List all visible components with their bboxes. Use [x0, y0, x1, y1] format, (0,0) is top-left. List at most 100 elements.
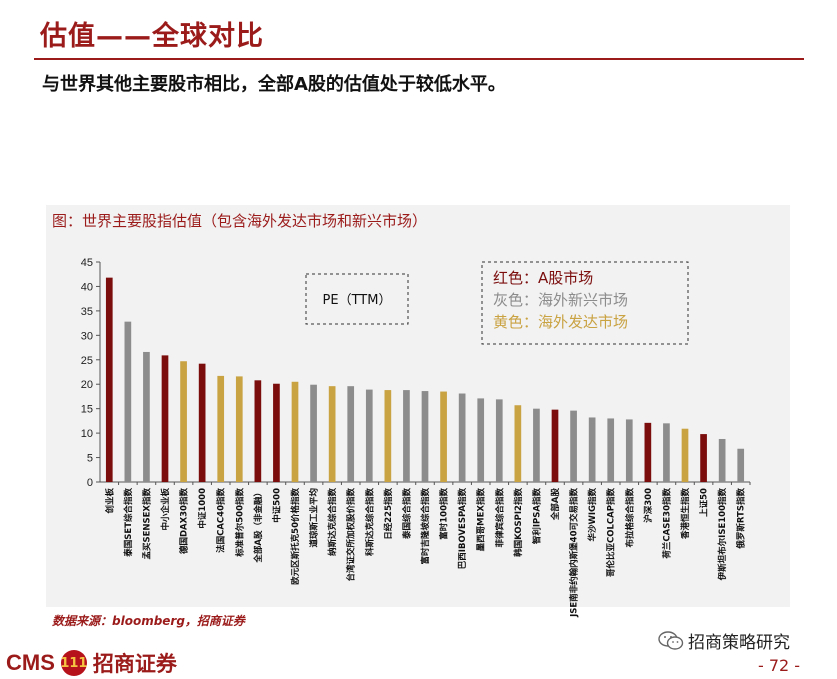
bar	[551, 409, 559, 482]
y-tick-label: 40	[81, 281, 93, 293]
x-tick-label: 法国CAC40指数	[216, 488, 227, 553]
wechat-name: 招商策略研究	[688, 633, 790, 653]
x-tick-label: 华沙WIG指数	[587, 488, 598, 542]
y-tick-label: 15	[81, 404, 93, 416]
y-tick-label: 5	[87, 453, 93, 465]
logo-mark-icon: 111	[60, 650, 87, 676]
metric-label: PE（TTM）	[323, 293, 392, 308]
bar	[347, 386, 355, 482]
x-tick-label: 日经225指数	[383, 488, 394, 540]
x-tick-label: JSE南非约翰内斯堡40可交易指数	[569, 488, 580, 618]
x-tick-label: 泰国SET综合指数	[123, 488, 134, 558]
page-title: 估值——全球对比	[40, 21, 264, 52]
bar	[124, 321, 132, 482]
x-tick-label: 荷兰CASE30指数	[661, 488, 672, 560]
bar	[217, 375, 225, 482]
bar	[161, 355, 169, 482]
bar	[328, 386, 336, 482]
bar	[477, 398, 485, 482]
bar	[254, 380, 262, 482]
bar	[737, 448, 745, 482]
x-tick-label: 沪深300	[643, 488, 654, 523]
x-tick-label: 巴西IBOVESPA指数	[457, 488, 468, 570]
logo-cms-text: CMS	[6, 650, 55, 675]
x-tick-label: 墨西哥MEX指数	[476, 488, 487, 552]
bar	[198, 363, 206, 482]
x-tick-label: 德国DAX30指数	[179, 488, 190, 555]
metric-label-box	[305, 273, 409, 325]
legend-entry: 红色：A股市场	[493, 269, 593, 287]
x-tick-label: 哥伦比亚COLCAP指数	[606, 488, 617, 577]
bar	[458, 393, 466, 482]
bar	[403, 390, 410, 482]
bar	[570, 410, 577, 482]
y-tick-label: 25	[81, 355, 93, 367]
x-tick-label: 纳斯达克综合指数	[327, 488, 338, 557]
x-tick-label: 中小企业板	[160, 488, 171, 531]
bar	[625, 419, 633, 482]
x-tick-label: 全部A股	[550, 488, 561, 522]
bar	[365, 389, 373, 482]
chart-title: 图：世界主要股指估值（包含海外发达市场和新兴市场）	[52, 212, 428, 230]
x-tick-label: 俄罗斯RTS指数	[736, 488, 747, 550]
x-tick-label: 上证50	[699, 488, 710, 517]
bar	[143, 351, 150, 482]
x-tick-label: 道琼斯工业平均	[309, 488, 320, 548]
y-tick-label: 45	[81, 257, 93, 269]
y-tick-label: 30	[81, 330, 93, 342]
legend-box	[481, 261, 689, 345]
x-tick-label: 富时吉隆坡综合指数	[420, 488, 431, 565]
bar	[105, 277, 113, 482]
x-tick-label: 标准普尔500指数	[234, 488, 245, 558]
x-tick-label: 香港恒生指数	[680, 488, 691, 541]
bar	[588, 417, 596, 482]
bar	[421, 391, 429, 482]
x-tick-label: 伊斯坦布尔ISE100指数	[717, 488, 728, 582]
bar	[440, 391, 447, 482]
x-tick-label: 富时100指数	[439, 488, 450, 540]
bar	[681, 428, 689, 482]
legend-entry: 黄色：海外发达市场	[493, 313, 628, 331]
y-tick-label: 20	[81, 379, 93, 391]
bar	[180, 361, 187, 482]
bar	[644, 422, 652, 482]
legend-entry: 灰色：海外新兴市场	[493, 291, 628, 309]
x-tick-label: 泰国综合指数	[401, 488, 412, 541]
wechat-account: 招商策略研究	[658, 628, 790, 653]
chart-panel	[46, 205, 790, 607]
x-tick-label: 菲律宾综合指数	[494, 488, 505, 548]
x-tick-label: 全部A股（非金融）	[253, 488, 264, 564]
logo-chinese-text: 招商证券	[92, 652, 177, 676]
bar	[235, 376, 243, 482]
company-logo: CMS 111 招商证券	[6, 648, 177, 678]
x-tick-label: 中证500	[271, 488, 282, 523]
x-tick-label: 创业板	[104, 488, 115, 515]
y-tick-label: 10	[81, 428, 93, 440]
x-tick-label: 智利IPSA指数	[531, 488, 542, 546]
x-tick-label: 韩国KOSPI2指数	[513, 488, 524, 557]
x-tick-label: 布拉格综合指数	[624, 488, 635, 549]
bar	[495, 399, 503, 482]
bar	[663, 423, 670, 482]
data-source: 数据来源：bloomberg，招商证券	[52, 614, 245, 628]
bar	[310, 384, 317, 482]
title-divider	[34, 58, 804, 60]
bar	[700, 434, 707, 482]
x-tick-label: 台湾证交所加权股价指数	[346, 488, 357, 582]
wechat-icon	[658, 630, 684, 650]
page-number: - 72 -	[758, 656, 801, 675]
x-tick-label: 孟买SENSEX指数	[141, 488, 152, 560]
bar	[718, 438, 726, 482]
bar	[291, 381, 299, 482]
x-tick-label: 科斯达克综合指数	[364, 488, 375, 557]
y-tick-label: 0	[87, 477, 93, 489]
x-tick-label: 中证1000	[197, 488, 208, 529]
bar	[514, 405, 522, 482]
bar	[273, 383, 280, 482]
page-subtitle: 与世界其他主要股市相比，全部A股的估值处于较低水平。	[42, 74, 506, 95]
y-tick-label: 35	[81, 306, 93, 318]
x-tick-label: 欧元区斯托克50价格指数	[290, 488, 301, 585]
bar	[533, 408, 540, 482]
bar	[384, 390, 392, 482]
